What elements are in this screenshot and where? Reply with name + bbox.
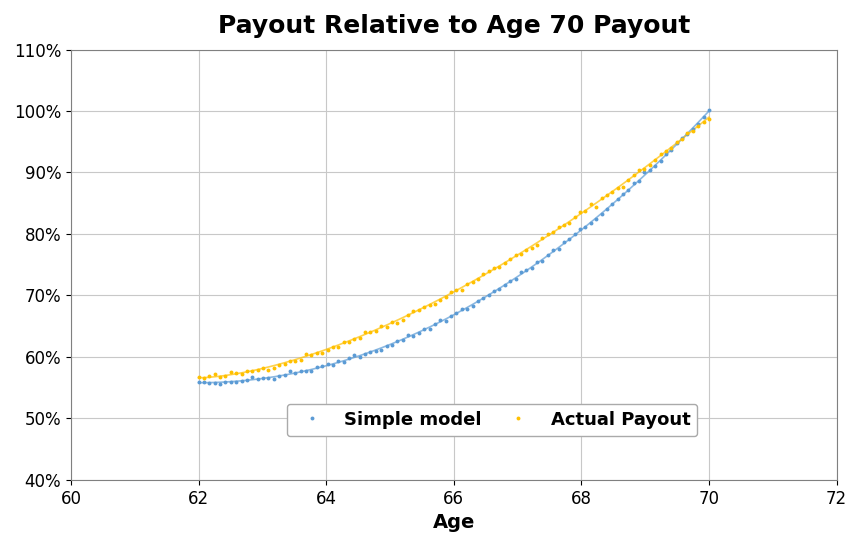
- X-axis label: Age: Age: [432, 513, 475, 532]
- Actual Payout: [194, 374, 204, 381]
- Simple model: [269, 376, 279, 382]
- Actual Payout: [419, 304, 430, 311]
- Simple model: [703, 106, 714, 113]
- Simple model: [473, 298, 483, 304]
- Simple model: [666, 146, 677, 153]
- Actual Payout: [473, 276, 483, 283]
- Actual Payout: [703, 116, 714, 123]
- Simple model: [419, 325, 430, 332]
- Line: Simple model: Simple model: [196, 108, 711, 386]
- Simple model: [456, 306, 467, 313]
- Legend: Simple model, Actual Payout: Simple model, Actual Payout: [287, 403, 697, 436]
- Actual Payout: [456, 287, 467, 293]
- Simple model: [215, 381, 226, 387]
- Simple model: [194, 379, 204, 385]
- Actual Payout: [344, 339, 354, 345]
- Actual Payout: [666, 145, 677, 151]
- Simple model: [344, 355, 354, 361]
- Actual Payout: [199, 375, 209, 381]
- Title: Payout Relative to Age 70 Payout: Payout Relative to Age 70 Payout: [218, 14, 690, 38]
- Actual Payout: [269, 365, 279, 371]
- Line: Actual Payout: Actual Payout: [196, 117, 711, 380]
